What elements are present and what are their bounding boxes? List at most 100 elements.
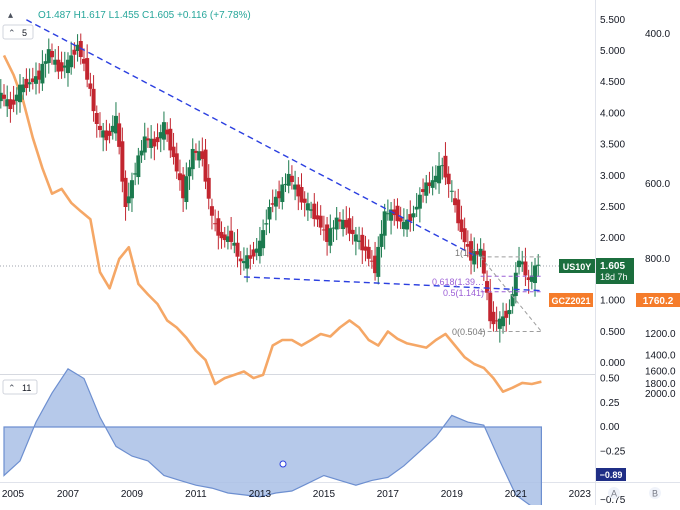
timeframe-badge-group[interactable]: ⌃ 5 (2, 24, 34, 40)
fib-retracement[interactable] (480, 256, 542, 333)
candle-body (488, 292, 493, 322)
us10y-tick-label: 5.000 (600, 46, 625, 57)
candle-body (174, 153, 179, 172)
candle-body (331, 227, 336, 229)
candle-body (197, 151, 202, 161)
candle-body (216, 218, 221, 236)
candle-body (437, 165, 442, 184)
candle-body (401, 221, 406, 230)
candle-body (49, 51, 54, 58)
chevron-up-icon: ⌃ (8, 28, 16, 38)
candle-body (411, 213, 416, 218)
candle-body (299, 187, 304, 203)
candle-body (277, 191, 282, 199)
candle-body (497, 318, 502, 329)
oscillator-value-badge (596, 468, 626, 481)
candle-body (433, 175, 438, 183)
candle-body (360, 234, 365, 251)
candle-body (229, 230, 234, 242)
time-tick-label: 2021 (505, 489, 528, 500)
candle-body (165, 129, 170, 135)
oscillator-marker[interactable] (279, 460, 287, 468)
candle-body (517, 260, 522, 268)
oscillator-badge[interactable] (2, 379, 38, 395)
gold-symbol-badge (549, 293, 593, 307)
candle-body (33, 76, 38, 84)
scale-b-button[interactable] (649, 487, 661, 499)
candle-body (152, 138, 157, 147)
candle-body (30, 78, 35, 82)
us10y-tick-label: 0.500 (600, 327, 625, 338)
oscillator-value-badge-group[interactable]: −0.89 (596, 468, 626, 481)
auto-scale-button[interactable] (608, 487, 620, 499)
oscillator-badge-group[interactable]: ⌃ 11 (2, 379, 38, 395)
timeframe-badge[interactable] (2, 24, 34, 40)
oscillator-area (3, 367, 542, 510)
candle-body (120, 141, 125, 182)
us10y-tick-label: 0.000 (600, 358, 625, 369)
candle-body (117, 123, 122, 147)
candle-body (257, 240, 262, 257)
candle-body (97, 125, 102, 131)
candle-body (209, 206, 214, 216)
candle-body (376, 246, 381, 277)
candle-body (536, 264, 541, 266)
candle-body (529, 275, 534, 282)
candle-body (88, 83, 93, 89)
candle-body (59, 62, 64, 72)
trendline-upper[interactable] (26, 19, 478, 258)
scale-buttons[interactable]: A B (608, 487, 661, 499)
candle-body (382, 211, 387, 236)
candle-body (177, 173, 182, 181)
fib-diagonal[interactable] (480, 256, 542, 332)
candle-body (366, 246, 371, 259)
candle-body (283, 183, 288, 185)
us10y-tick-label: 3.000 (600, 171, 625, 182)
candle-body (27, 82, 32, 85)
us10y-tick-label: 4.500 (600, 77, 625, 88)
candle-body (136, 155, 141, 178)
candle-body (187, 167, 192, 177)
candle-body (222, 234, 227, 241)
candle-body (430, 180, 435, 188)
candle-body (161, 122, 166, 140)
time-scale[interactable]: 2005 2007 2009 2011 2013 2015 2017 2019 2021 2023 (2, 489, 591, 500)
candle-body (248, 255, 253, 259)
us10y-value-badge (596, 258, 634, 284)
candle-body (69, 55, 74, 68)
candle-body (101, 130, 106, 138)
candle-body (46, 49, 51, 64)
header-ohlc: ▴ O1.487 H1.617 L1.455 C1.605 +0.116 (+7… (8, 10, 251, 21)
us10y-tick-label: 1.000 (600, 296, 625, 307)
candle-body (453, 198, 458, 206)
candle-body (81, 58, 86, 64)
us10y-badge[interactable]: US10Y 1.605 18d 7h (559, 258, 634, 284)
gold-tick-label: 1800.0 (645, 379, 676, 390)
candle-body (363, 246, 368, 251)
oscillator-tick-label: 0.50 (600, 374, 620, 385)
candle-body (296, 184, 301, 197)
candle-body (414, 206, 419, 210)
candle-body (14, 94, 19, 101)
gold-badge[interactable]: GCZ2021 1760.2 (549, 293, 680, 307)
candle-body (110, 125, 115, 133)
candle-body (485, 281, 490, 293)
candle-body (373, 255, 378, 274)
collapse-arrow-icon[interactable]: ▴ (8, 10, 13, 21)
candle-body (302, 198, 307, 203)
candle-body (280, 184, 285, 203)
us10y-price-scale[interactable]: 0.0000.5001.0001.5002.0002.5003.0003.500… (600, 15, 625, 369)
time-tick-label: 2009 (121, 489, 144, 500)
time-tick-label: 2015 (313, 489, 336, 500)
gold-value: 1760.2 (643, 296, 674, 307)
candle-body (526, 277, 531, 281)
candle-body (385, 213, 390, 215)
candle-body (5, 99, 10, 107)
candle-body (158, 132, 163, 139)
ohlc-readout: O1.487 H1.617 L1.455 C1.605 +0.116 (+7.7… (38, 10, 251, 21)
candle-body (56, 59, 61, 72)
oscillator-badge-value: 11 (22, 383, 31, 393)
candle-body (357, 240, 362, 242)
time-tick-label: 2007 (57, 489, 80, 500)
